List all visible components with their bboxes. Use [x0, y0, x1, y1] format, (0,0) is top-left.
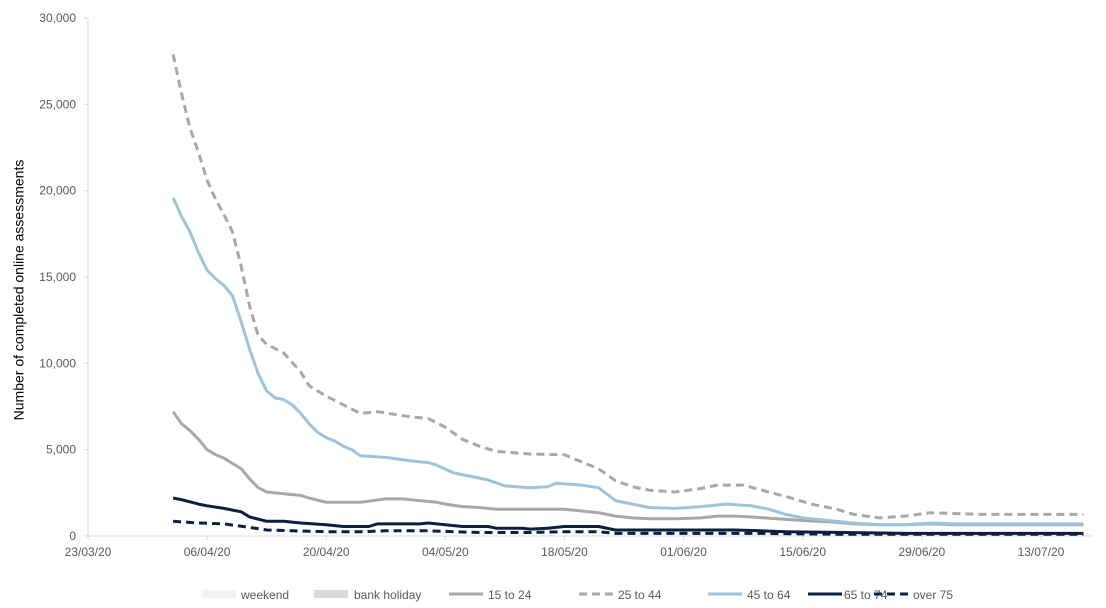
x-tick-label: 29/06/20	[898, 545, 945, 559]
series-line-15-to-24	[171, 410, 1084, 527]
series-line-over-75	[173, 519, 1084, 536]
legend-swatch	[202, 590, 236, 598]
series-layer	[171, 53, 1084, 536]
legend-label: bank holiday	[354, 588, 421, 602]
x-tick-labels: 23/03/20 06/04/20 20/04/20 04/05/20 18/05/20…	[65, 536, 1065, 559]
legend-label: 15 to 24	[488, 588, 532, 602]
legend-item-65-to-74: 65 to 74	[808, 588, 888, 602]
legend-item-15-to-24: 15 to 24	[449, 588, 532, 602]
x-tick-label: 15/06/20	[779, 545, 826, 559]
legend-label: over 75	[913, 588, 953, 602]
y-tick-label: 20,000	[39, 184, 76, 198]
x-tick-label: 20/04/20	[303, 545, 350, 559]
y-tick-label: 5,000	[46, 443, 76, 457]
axes	[87, 18, 1092, 537]
y-tick-label: 30,000	[39, 11, 76, 25]
legend-item-45-to-64: 45 to 64	[708, 588, 791, 602]
x-tick-label: 13/07/20	[1018, 545, 1065, 559]
series-line-65-to-74	[172, 496, 1084, 535]
legend-label: 25 to 44	[618, 588, 662, 602]
x-tick-label: 01/06/20	[660, 545, 707, 559]
x-tick-label: 04/05/20	[422, 545, 469, 559]
y-axis-title-group: Number of completed online assessments	[11, 160, 27, 421]
legend-swatch	[314, 590, 348, 598]
y-axis-title: Number of completed online assessments	[11, 160, 27, 421]
x-tick-label: 06/04/20	[184, 545, 231, 559]
x-tick-label: 18/05/20	[541, 545, 588, 559]
series-line-45-to-64	[171, 196, 1084, 527]
legend: weekend bank holiday 15 to 24 25 to 44 45 to…	[202, 588, 953, 602]
y-tick-label: 10,000	[39, 356, 76, 370]
legend-label: weekend	[240, 588, 289, 602]
y-tick-label: 15,000	[39, 270, 76, 284]
legend-item-weekend: weekend	[202, 588, 289, 602]
y-tick-label: 25,000	[39, 97, 76, 111]
legend-item-25-to-44: 25 to 44	[579, 588, 662, 602]
x-tick-label: 23/03/20	[65, 545, 112, 559]
legend-label: 65 to 74	[844, 588, 888, 602]
legend-item-bank-holiday: bank holiday	[314, 588, 421, 602]
legend-label: 45 to 64	[747, 588, 791, 602]
y-tick-label: 0	[69, 529, 76, 543]
legend-item-over-75: over 75	[874, 588, 953, 602]
y-tick-labels: 0 5,000 10,000 15,000 20,000 25,000 30,000	[39, 11, 88, 543]
series-line-25-to-44	[171, 53, 1084, 520]
